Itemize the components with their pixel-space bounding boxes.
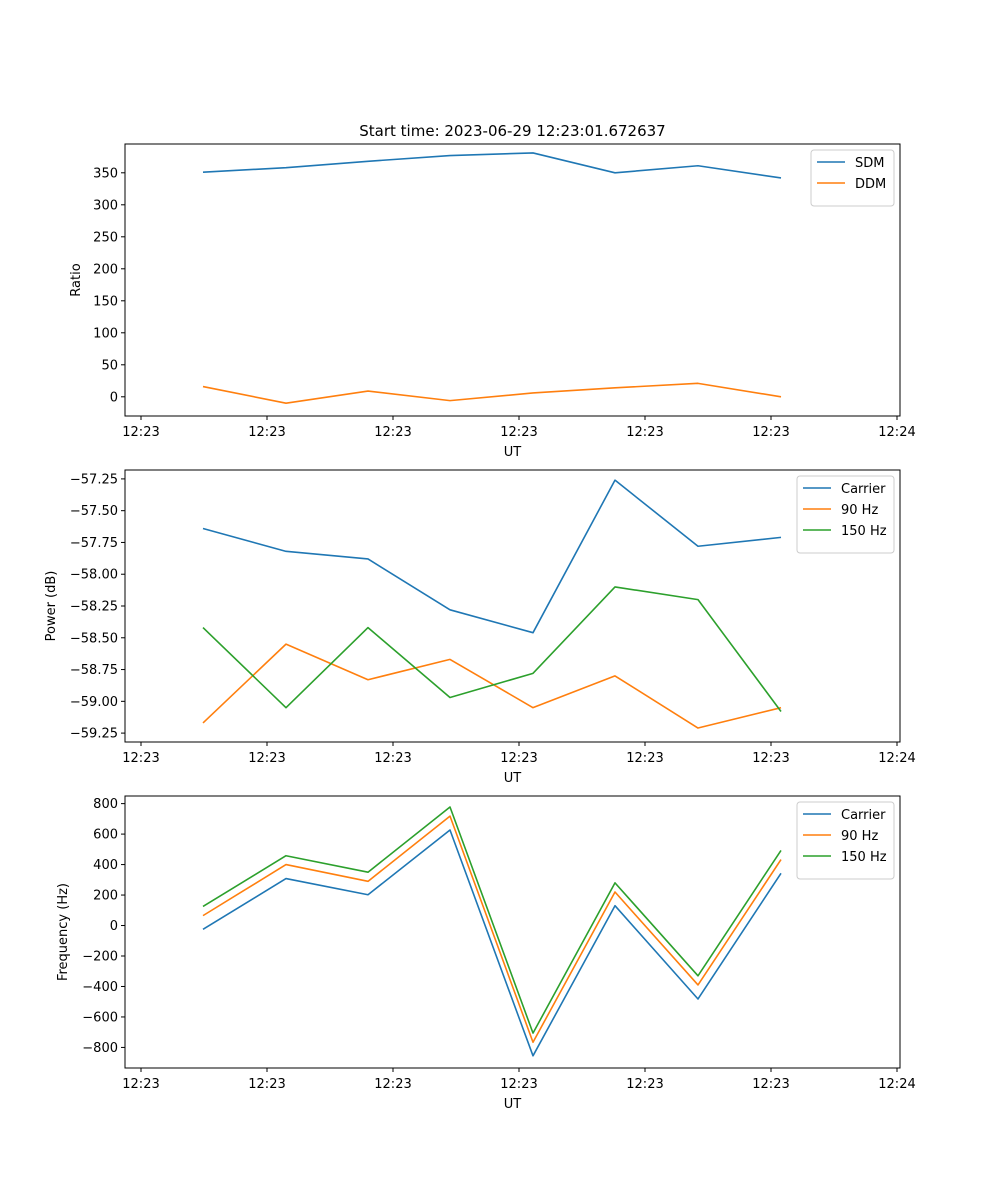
chart-panel-1 <box>121 143 901 420</box>
y-tick-label: −57.25 <box>70 472 118 487</box>
y-tick-label: 0 <box>110 919 118 934</box>
x-tick-label: 12:23 <box>374 1077 411 1092</box>
legend <box>796 801 895 880</box>
series-line-carrier <box>202 479 782 634</box>
legend-label: 150 Hz <box>841 850 887 865</box>
series-line-150-hz <box>202 806 782 1034</box>
y-axis-label: Frequency (Hz) <box>56 883 71 981</box>
y-tick-label: −59.00 <box>70 695 118 710</box>
x-axis-label: UT <box>504 1097 522 1112</box>
x-tick-label: 12:23 <box>248 425 285 440</box>
x-tick-label: 12:23 <box>374 751 411 766</box>
y-tick-label: 150 <box>93 294 118 309</box>
y-axis-label: Ratio <box>69 263 84 296</box>
x-tick-label: 12:23 <box>500 425 537 440</box>
legend <box>796 475 895 554</box>
y-tick-label: −200 <box>82 950 118 965</box>
y-tick-label: 250 <box>93 230 118 245</box>
x-tick-label: 12:23 <box>626 425 663 440</box>
y-tick-label: −58.25 <box>70 600 118 615</box>
y-tick-label: 0 <box>110 390 118 405</box>
chart-title: Start time: 2023-06-29 12:23:01.672637 <box>359 122 665 140</box>
y-tick-label: 300 <box>93 198 118 213</box>
legend-label: DDM <box>855 177 886 192</box>
y-axis-label: Power (dB) <box>44 571 59 642</box>
x-tick-label: 12:23 <box>122 425 159 440</box>
plot-frame <box>124 143 901 417</box>
y-tick-label: 100 <box>93 326 118 341</box>
x-tick-label: 12:23 <box>500 1077 537 1092</box>
series-line-90-hz <box>202 815 782 1044</box>
plot-frame <box>124 795 901 1069</box>
y-tick-label: −800 <box>82 1041 118 1056</box>
y-tick-label: 50 <box>101 358 118 373</box>
chart-panel-2 <box>121 469 901 746</box>
x-tick-label: 12:24 <box>878 425 915 440</box>
legend-label: 150 Hz <box>841 524 887 539</box>
series-line-90-hz <box>202 643 782 729</box>
x-tick-label: 12:23 <box>500 751 537 766</box>
x-tick-label: 12:23 <box>122 1077 159 1092</box>
y-tick-label: −58.75 <box>70 663 118 678</box>
chart-panel-3 <box>121 795 901 1072</box>
series-line-150-hz <box>202 586 782 712</box>
x-tick-label: 12:23 <box>752 751 789 766</box>
x-tick-label: 12:23 <box>248 1077 285 1092</box>
y-tick-label: −57.75 <box>70 536 118 551</box>
y-tick-label: 200 <box>93 262 118 277</box>
legend-label: 90 Hz <box>841 503 878 518</box>
legend-label: Carrier <box>841 808 886 823</box>
y-tick-label: −600 <box>82 1010 118 1025</box>
x-tick-label: 12:24 <box>878 1077 915 1092</box>
x-axis-label: UT <box>504 771 522 786</box>
legend-box <box>796 475 895 554</box>
x-tick-label: 12:23 <box>626 751 663 766</box>
y-tick-label: 350 <box>93 166 118 181</box>
y-tick-label: −57.50 <box>70 504 118 519</box>
y-tick-label: −400 <box>82 980 118 995</box>
x-axis-label: UT <box>504 445 522 460</box>
series-line-carrier <box>202 829 782 1057</box>
legend <box>810 149 895 207</box>
x-tick-label: 12:23 <box>248 751 285 766</box>
y-tick-label: 400 <box>93 858 118 873</box>
legend-box <box>810 149 895 207</box>
x-tick-label: 12:23 <box>122 751 159 766</box>
x-tick-label: 12:23 <box>626 1077 663 1092</box>
legend-box <box>796 801 895 880</box>
legend-label: SDM <box>855 156 884 171</box>
x-tick-label: 12:23 <box>752 425 789 440</box>
x-tick-label: 12:23 <box>374 425 411 440</box>
legend-label: Carrier <box>841 482 886 497</box>
x-tick-label: 12:23 <box>752 1077 789 1092</box>
series-line-sdm <box>202 152 782 179</box>
series-line-ddm <box>202 382 782 405</box>
y-tick-label: −58.00 <box>70 568 118 583</box>
plot-frame <box>124 469 901 743</box>
y-tick-label: 600 <box>93 828 118 843</box>
y-tick-label: 800 <box>93 797 118 812</box>
x-tick-label: 12:24 <box>878 751 915 766</box>
legend-label: 90 Hz <box>841 829 878 844</box>
y-tick-label: 200 <box>93 889 118 904</box>
y-tick-label: −58.50 <box>70 631 118 646</box>
y-tick-label: −59.25 <box>70 727 118 742</box>
